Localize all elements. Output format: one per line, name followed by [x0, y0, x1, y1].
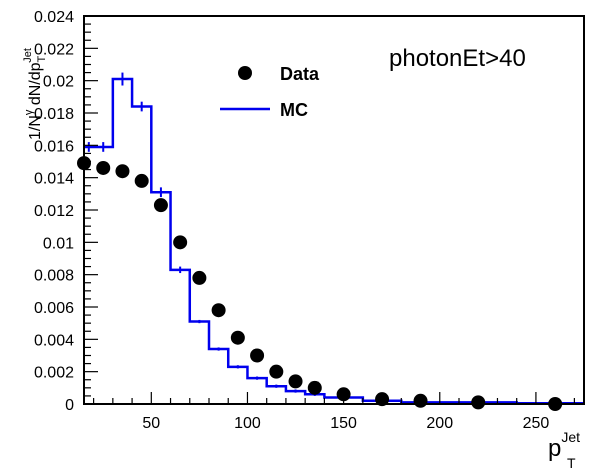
- data-point: [192, 270, 207, 285]
- data-point: [250, 348, 265, 363]
- x-axis-title-sub: T: [567, 455, 576, 471]
- y-axis-title: 1/Nγ dN/dpTJet: [22, 48, 48, 140]
- data-point: [230, 330, 245, 345]
- y-axis-title-n: 1/N: [27, 115, 44, 140]
- legend-label-mc: MC: [280, 100, 308, 120]
- x-tick-label: 150: [330, 415, 357, 432]
- y-tick-label: 0.016: [34, 138, 74, 155]
- data-point: [115, 164, 130, 179]
- legend-label-data: Data: [280, 64, 320, 84]
- x-tick-label: 100: [234, 415, 261, 432]
- x-axis-title-main: p: [548, 435, 561, 462]
- y-axis-title-dn: dN/dp: [27, 62, 44, 109]
- x-axis-ticks: 50 100 150 200 250: [93, 392, 575, 432]
- y-axis-title-gamma: γ: [23, 109, 35, 115]
- x-tick-label: 200: [426, 415, 453, 432]
- y-tick-label: 0.002: [34, 365, 74, 382]
- x-axis-title: pJet: [548, 429, 580, 462]
- y-tick-label: 0.024: [34, 9, 74, 26]
- data-point: [307, 380, 322, 395]
- y-axis-title-sub-t: T: [36, 55, 48, 62]
- data-point: [96, 160, 111, 175]
- legend: Data MC: [220, 64, 320, 120]
- y-tick-label: 0.018: [34, 106, 74, 123]
- y-tick-label: 0.01: [43, 235, 74, 252]
- x-tick-label: 50: [142, 415, 160, 432]
- annotation-photon-et: photonEt>40: [389, 45, 526, 72]
- y-tick-label: 0.008: [34, 268, 74, 285]
- y-axis-ticks: 0 0.002 0.004 0.006 0.008 0.01 0.012 0.014 0.016…: [34, 9, 98, 414]
- x-axis-title-sup: Jet: [561, 429, 580, 445]
- data-point: [211, 303, 226, 318]
- data-point: [153, 198, 168, 213]
- y-tick-label: 0.014: [34, 171, 74, 188]
- y-axis-title-sup-jet: Jet: [22, 48, 34, 63]
- data-point: [134, 173, 149, 188]
- data-point: [288, 374, 303, 389]
- data-point: [173, 235, 188, 250]
- y-tick-label: 0.004: [34, 332, 74, 349]
- legend-marker-data: [238, 66, 252, 80]
- y-tick-label: 0.022: [34, 41, 74, 58]
- y-tick-label: 0.012: [34, 203, 74, 220]
- x-tick-label: 250: [523, 415, 550, 432]
- y-tick-label: 0.006: [34, 300, 74, 317]
- y-tick-label: 0.02: [43, 74, 74, 91]
- data-point: [269, 364, 284, 379]
- y-tick-label: 0: [65, 397, 74, 414]
